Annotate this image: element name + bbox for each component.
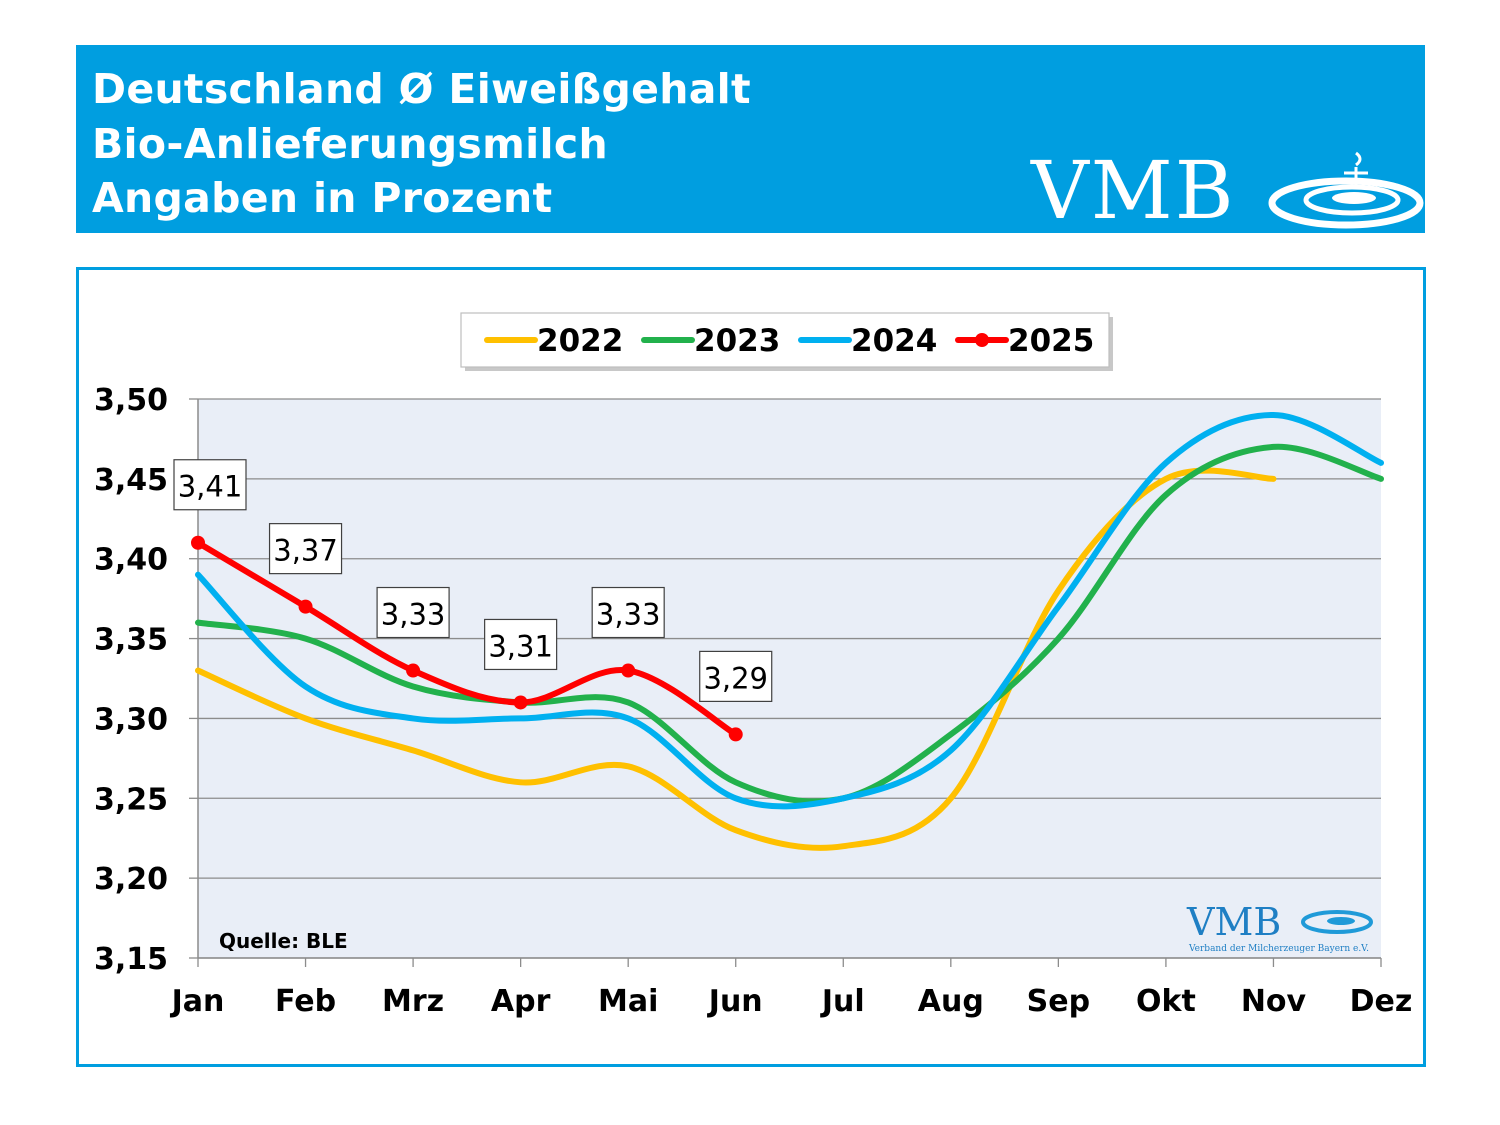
- x-tick-label: Mai: [598, 984, 658, 1019]
- data-label-box: [484, 618, 558, 671]
- data-label-box: [173, 459, 247, 511]
- data-label-box: [376, 586, 450, 639]
- series-marker-2025: [621, 663, 636, 678]
- line-chart: 3,15 3,20 3,25 3,30 3,35 3,40 3,45 3,50 Jan Feb Mr…: [94, 312, 1413, 1019]
- watermark-logo-text: VMB: [1186, 900, 1281, 944]
- x-tick-label: Jul: [820, 984, 865, 1019]
- data-label: 3,29: [703, 661, 768, 695]
- y-tick-label: 3,20: [94, 862, 168, 897]
- data-label: 3,33: [596, 598, 661, 632]
- chart-frame: 3,15 3,20 3,25 3,30 3,35 3,40 3,45 3,50 Jan Feb Mr…: [76, 267, 1426, 1067]
- plot-area: [198, 399, 1381, 958]
- series-marker-2025: [513, 695, 528, 710]
- x-tick-label: Apr: [491, 984, 551, 1019]
- vmb-logo-emblem: [1268, 151, 1424, 229]
- y-tick-label: 3,30: [94, 702, 168, 737]
- vmb-logo: VMB: [1031, 145, 1426, 233]
- data-label-box: [699, 650, 773, 702]
- header-subtitle: Bio-Anlieferungsmilch: [92, 120, 608, 168]
- series-marker-2025: [298, 599, 313, 614]
- x-tick-label: Feb: [275, 984, 336, 1019]
- y-tick-label: 3,15: [94, 942, 168, 977]
- x-tick-label: Sep: [1027, 984, 1090, 1019]
- y-tick-label: 3,35: [94, 623, 168, 658]
- series-marker-2025: [406, 663, 421, 678]
- vmb-logo-text: VMB: [1031, 144, 1236, 237]
- data-label: 3,33: [381, 598, 446, 632]
- x-tick-label: Aug: [918, 984, 984, 1019]
- series-line-2022: [195, 467, 1277, 851]
- x-tick-label: Mrz: [382, 984, 444, 1019]
- series-line-2024: [195, 411, 1384, 810]
- legend-label-2025: 2025: [1008, 323, 1094, 359]
- data-label-box: [268, 523, 343, 575]
- x-tick-label: Nov: [1241, 984, 1307, 1019]
- x-tick-label: Dez: [1350, 984, 1413, 1019]
- watermark-logo-emblem-core: [1327, 917, 1355, 925]
- y-tick-label: 3,50: [94, 383, 168, 418]
- y-tick-label: 3,45: [94, 463, 168, 498]
- watermark-subtitle: Verband der Milcherzeuger Bayern e.V.: [1188, 944, 1369, 954]
- series-marker-2025: [728, 727, 743, 742]
- source-note: Quelle: BLE: [219, 929, 348, 953]
- y-tick-label: 3,40: [94, 543, 168, 578]
- x-tick-label: Jun: [707, 984, 763, 1019]
- header-banner: Deutschland Ø Eiweißgehalt Bio-Anlieferu…: [76, 45, 1425, 233]
- y-tick-label: 3,25: [94, 782, 168, 817]
- data-label: 3,41: [178, 470, 243, 504]
- legend-label-2024: 2024: [851, 323, 937, 359]
- watermark-logo-emblem: [1301, 910, 1373, 934]
- legend-marker-2025: [975, 333, 989, 347]
- legend-label-2022: 2022: [537, 323, 623, 359]
- x-tick-label: Okt: [1136, 984, 1196, 1019]
- data-label-box: [591, 586, 665, 639]
- legend-label-2023: 2023: [694, 323, 780, 359]
- data-label: 3,37: [273, 534, 338, 568]
- data-label: 3,31: [488, 629, 553, 663]
- series-line-2025: [195, 539, 739, 738]
- series-marker-2025: [191, 535, 205, 550]
- header-unit-note: Angaben in Prozent: [92, 174, 553, 222]
- x-tick-label: Jan: [170, 984, 225, 1019]
- header-title: Deutschland Ø Eiweißgehalt: [92, 65, 751, 113]
